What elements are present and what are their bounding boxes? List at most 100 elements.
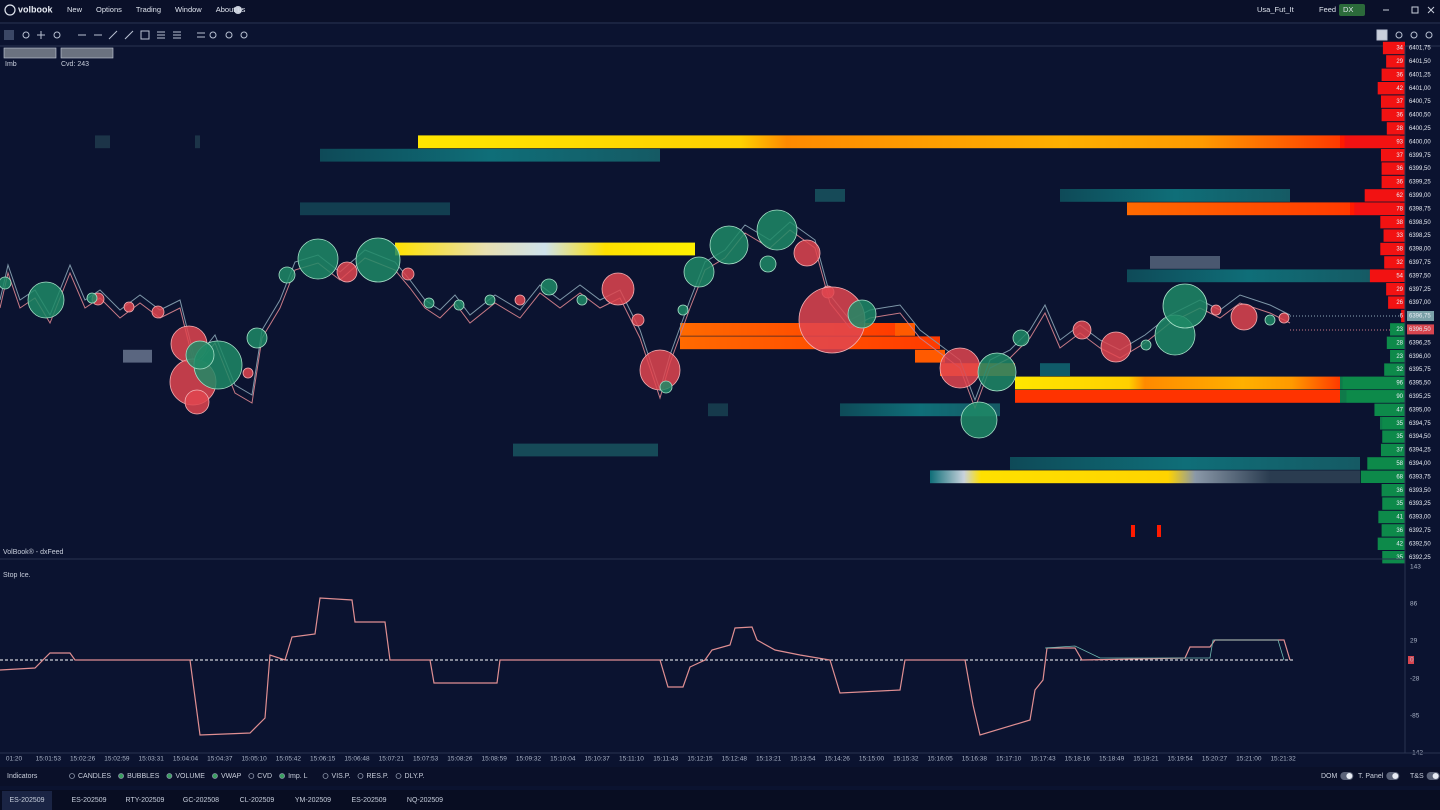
ladder-price: 6392,25: [1409, 555, 1431, 561]
buy-bubble: [423, 297, 435, 309]
heat-band: [708, 403, 728, 417]
ladder-bar: [1364, 189, 1405, 202]
ladder-size: 34: [1396, 46, 1403, 52]
sell-bubble: [939, 347, 981, 389]
indicators-button[interactable]: Indicators: [7, 773, 38, 780]
tab[interactable]: YM-202509: [295, 797, 331, 804]
tab[interactable]: CL-202509: [240, 797, 275, 804]
ladder-bar: [1382, 430, 1405, 443]
heat-band: [195, 135, 200, 149]
time-axis: 01:20 15:01:53 15:02:26 15:02:59 15:03:31 15:…: [6, 756, 1296, 763]
imb-widget: [3, 47, 57, 59]
sell-bubble: [631, 313, 645, 327]
ladder-bar: [1386, 283, 1405, 296]
buy-bubble: [1162, 283, 1208, 329]
option-radio[interactable]: [395, 773, 402, 779]
ladder-price: 6399,00: [1409, 193, 1431, 199]
option-radio[interactable]: [248, 773, 255, 779]
sell-bubble: [793, 239, 821, 267]
ladder-price: 6398,25: [1409, 233, 1431, 239]
option-label[interactable]: RES.P.: [366, 773, 388, 780]
time-label: 15:10:04: [550, 756, 576, 763]
heat-band: [418, 135, 1340, 149]
menu-item[interactable]: New: [67, 5, 83, 14]
heat-band: [915, 349, 945, 363]
option-label[interactable]: BUBBLES: [127, 773, 160, 780]
ladder-bar: [1381, 484, 1405, 497]
ladder-size: 36: [1396, 528, 1403, 534]
drawing-toolbar[interactable]: [4, 29, 1433, 41]
menu-item[interactable]: Options: [96, 5, 122, 14]
sell-bubble: [639, 349, 681, 391]
ladder-size: 32: [1396, 367, 1403, 373]
time-label: 15:08:59: [482, 756, 508, 763]
buy-bubble: [86, 292, 98, 304]
toggle-knob: [1346, 773, 1353, 779]
option-radio[interactable]: [212, 773, 218, 779]
option-radio[interactable]: [357, 773, 364, 779]
tab[interactable]: GC-202508: [183, 797, 219, 804]
ladder-price: 6400,50: [1409, 113, 1431, 119]
buy-bubble: [1012, 329, 1030, 347]
option-label[interactable]: CVD: [257, 773, 272, 780]
ladder-bar: [1384, 363, 1405, 376]
feed-label: Feed: [1319, 5, 1336, 14]
option-radio[interactable]: [69, 773, 75, 779]
time-label: 15:02:59: [104, 756, 130, 763]
sell-bubble: [1100, 331, 1132, 363]
tab[interactable]: ES-202509: [351, 797, 386, 804]
time-label: 15:06:15: [310, 756, 336, 763]
ladder-bar: [1367, 457, 1405, 470]
window-controls[interactable]: [1383, 6, 1435, 14]
tab[interactable]: RTY-202509: [126, 797, 165, 804]
option-label[interactable]: CANDLES: [78, 773, 111, 780]
time-label: 15:20:27: [1202, 756, 1228, 763]
option-radio[interactable]: [322, 773, 329, 779]
ladder-bar: [1382, 41, 1405, 55]
ladder-size: 28: [1396, 126, 1403, 132]
sell-bubble: [336, 261, 358, 283]
ladder-bar: [1381, 108, 1405, 122]
help-icon[interactable]: [234, 6, 242, 14]
tab[interactable]: NQ-202509: [407, 797, 443, 804]
indicator-tick: 86: [1410, 601, 1418, 608]
account[interactable]: Usa_Fut_It: [1257, 5, 1295, 14]
option-label[interactable]: DLY.P.: [405, 773, 425, 780]
time-label: 15:17:43: [1030, 756, 1056, 763]
buy-bubble: [576, 294, 588, 306]
ladder-size: 38: [1396, 247, 1403, 253]
ladder-price: 6398,75: [1409, 206, 1431, 212]
ladder-price: 6394,25: [1409, 448, 1431, 454]
option-label[interactable]: VWAP: [221, 773, 242, 780]
ladder-price: 6393,00: [1409, 515, 1431, 521]
menu-item[interactable]: Trading: [136, 5, 161, 14]
sell-bubble: [1230, 303, 1258, 331]
option-label[interactable]: VIS.P.: [332, 773, 351, 780]
ladder-size: 29: [1396, 59, 1403, 65]
ladder-price: 6400,75: [1409, 99, 1431, 105]
buy-bubble: [1140, 339, 1152, 351]
buy-bubble: [683, 256, 715, 288]
time-label: 15:13:54: [790, 756, 816, 763]
ladder-size: 47: [1396, 407, 1403, 413]
indicator-line: [0, 597, 1291, 736]
bottom-toolbar: [0, 767, 1440, 786]
tab[interactable]: ES-202509: [71, 797, 106, 804]
option-radio[interactable]: [279, 773, 285, 779]
ladder-price: 6401,25: [1409, 72, 1431, 78]
menu-item[interactable]: About us: [216, 5, 246, 14]
buy-bubble: [185, 340, 215, 370]
buy-bubble: [1264, 314, 1276, 326]
feed-badge[interactable]: [1339, 4, 1365, 16]
option-label[interactable]: VOLUME: [175, 773, 205, 780]
option-radio[interactable]: [166, 773, 173, 779]
menu-item[interactable]: Window: [175, 5, 202, 14]
indicator-tick: 29: [1410, 638, 1418, 645]
tab[interactable]: ES-202509: [9, 797, 44, 804]
heatmap: [95, 135, 1400, 537]
option-label[interactable]: Imp. L: [288, 773, 308, 780]
buy-bubble: [278, 266, 296, 284]
heat-band: [895, 323, 915, 336]
feed-value: DX: [1343, 5, 1353, 14]
option-radio[interactable]: [118, 773, 124, 779]
